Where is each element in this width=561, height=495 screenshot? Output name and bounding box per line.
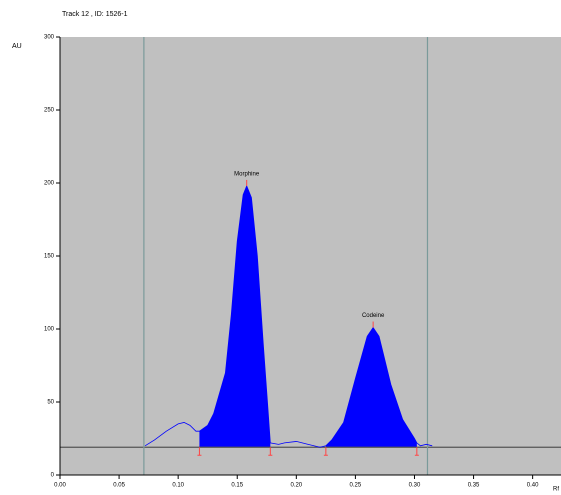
peak-label: Codeine (362, 313, 385, 319)
y-tick-label: 200 (44, 181, 55, 187)
x-tick-label: 0.20 (290, 483, 302, 489)
x-axis-label: Rf (553, 487, 559, 493)
peak-boundary (268, 447, 273, 456)
peak-boundary (197, 447, 202, 456)
y-tick-label: 250 (44, 108, 55, 114)
y-tick-label: 100 (44, 327, 55, 333)
x-tick-label: 0.35 (468, 483, 480, 489)
peak-boundary (323, 447, 328, 456)
y-axis-label: AU (12, 43, 22, 50)
x-tick-label: 0.15 (231, 483, 243, 489)
plot-area (60, 37, 561, 475)
peak-label: Morphine (234, 171, 260, 177)
peak-boundary (414, 447, 419, 456)
x-tick-label: 0.10 (172, 483, 184, 489)
y-tick-label: 150 (44, 254, 55, 260)
x-tick-label: 0.25 (350, 483, 362, 489)
x-tick-label: 0.40 (527, 483, 539, 489)
x-tick-label: 0.30 (409, 483, 421, 489)
x-tick-label: 0.00 (54, 483, 66, 489)
y-tick-label: 0 (51, 473, 55, 479)
curve (144, 184, 433, 448)
chart-title: Track 12 , ID: 1526-1 (62, 11, 128, 18)
y-tick-label: 50 (47, 400, 54, 406)
peak-area (199, 185, 271, 448)
x-tick-label: 0.05 (113, 483, 125, 489)
y-tick-label: 300 (44, 35, 55, 41)
peak-area (325, 327, 417, 448)
